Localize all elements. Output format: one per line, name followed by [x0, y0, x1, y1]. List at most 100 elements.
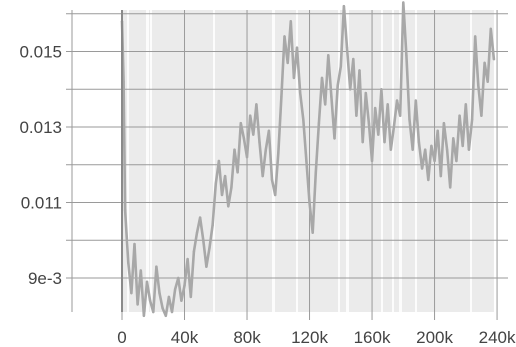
data-point — [423, 148, 427, 151]
y-tick-label: 0.011 — [21, 194, 62, 213]
data-point — [486, 80, 489, 83]
data-point — [248, 114, 252, 117]
data-point — [317, 122, 321, 125]
data-point — [386, 103, 389, 106]
data-point — [283, 35, 286, 38]
data-point — [377, 133, 380, 136]
data-point — [305, 159, 308, 163]
band-stripe — [296, 10, 298, 312]
data-point — [195, 231, 199, 234]
data-point — [198, 216, 202, 219]
data-point — [427, 178, 430, 182]
y-tick-label: 0.015 — [19, 43, 62, 62]
data-point — [430, 144, 433, 148]
band-stripe — [392, 10, 394, 312]
data-point — [277, 152, 280, 155]
data-point — [333, 137, 336, 140]
data-point — [202, 239, 205, 242]
data-point — [252, 133, 255, 136]
band-stripe — [110, 10, 113, 312]
data-point — [383, 140, 386, 144]
data-point — [208, 246, 211, 250]
data-point — [230, 186, 233, 189]
data-point — [380, 88, 383, 91]
data-point — [448, 186, 452, 189]
data-point — [395, 99, 399, 102]
data-point — [442, 122, 446, 125]
data-point — [308, 201, 311, 204]
data-point — [227, 205, 230, 208]
data-point — [455, 159, 458, 163]
x-tick-label: 200k — [416, 328, 453, 347]
data-point — [361, 140, 364, 144]
data-point — [255, 103, 258, 106]
data-point — [452, 137, 455, 140]
data-point — [130, 291, 133, 295]
x-tick-label: 160k — [354, 328, 391, 347]
data-point — [489, 27, 493, 31]
x-tick-label: 40k — [171, 328, 199, 347]
data-point — [242, 137, 246, 140]
data-point — [205, 265, 208, 268]
band-stripe — [381, 10, 383, 312]
data-point — [214, 182, 217, 185]
data-point — [464, 103, 468, 106]
data-point — [483, 61, 486, 65]
data-point — [439, 174, 443, 178]
data-point — [142, 314, 146, 317]
x-tick-label: 240k — [479, 328, 516, 347]
data-point — [480, 114, 483, 117]
data-point — [273, 193, 277, 197]
data-point — [136, 303, 139, 306]
data-point — [348, 88, 352, 91]
data-point — [233, 148, 236, 151]
data-point — [330, 95, 333, 99]
data-point — [436, 129, 439, 132]
data-point — [139, 269, 142, 272]
data-point — [236, 171, 239, 174]
band-stripe — [213, 10, 215, 312]
data-point — [355, 114, 358, 117]
band-stripe — [146, 10, 149, 312]
data-point — [258, 140, 261, 144]
band-stripe — [272, 10, 275, 312]
data-point — [467, 148, 471, 151]
data-point — [336, 84, 339, 87]
data-point — [392, 125, 396, 129]
data-point — [189, 295, 192, 299]
data-point — [127, 261, 130, 265]
data-point — [264, 148, 267, 151]
data-point — [123, 208, 127, 212]
data-point — [280, 95, 283, 99]
data-point — [327, 54, 330, 57]
data-point — [298, 91, 302, 95]
y-tick-label: 0.013 — [19, 118, 62, 137]
data-point — [323, 103, 327, 106]
data-point — [470, 118, 474, 121]
data-point — [398, 114, 402, 117]
data-point — [183, 284, 186, 287]
data-point — [367, 122, 371, 125]
data-point — [433, 159, 436, 163]
y-tick-label: 9e-3 — [28, 269, 62, 288]
band-stripe — [150, 10, 152, 312]
data-point — [245, 156, 249, 159]
data-point — [342, 5, 346, 8]
data-point — [402, 1, 405, 4]
data-point — [411, 148, 414, 151]
data-point — [461, 144, 464, 148]
band-stripe — [127, 10, 129, 312]
data-point — [192, 250, 196, 253]
data-point — [167, 295, 171, 299]
data-point — [405, 54, 408, 57]
data-point — [180, 299, 183, 302]
data-point — [364, 91, 367, 95]
data-point — [339, 65, 342, 68]
band-stripe — [470, 10, 472, 312]
data-point — [223, 174, 227, 178]
data-point — [170, 310, 174, 314]
x-tick-label: 80k — [233, 328, 261, 347]
x-tick-label: 120k — [291, 328, 328, 347]
data-point — [158, 291, 161, 295]
